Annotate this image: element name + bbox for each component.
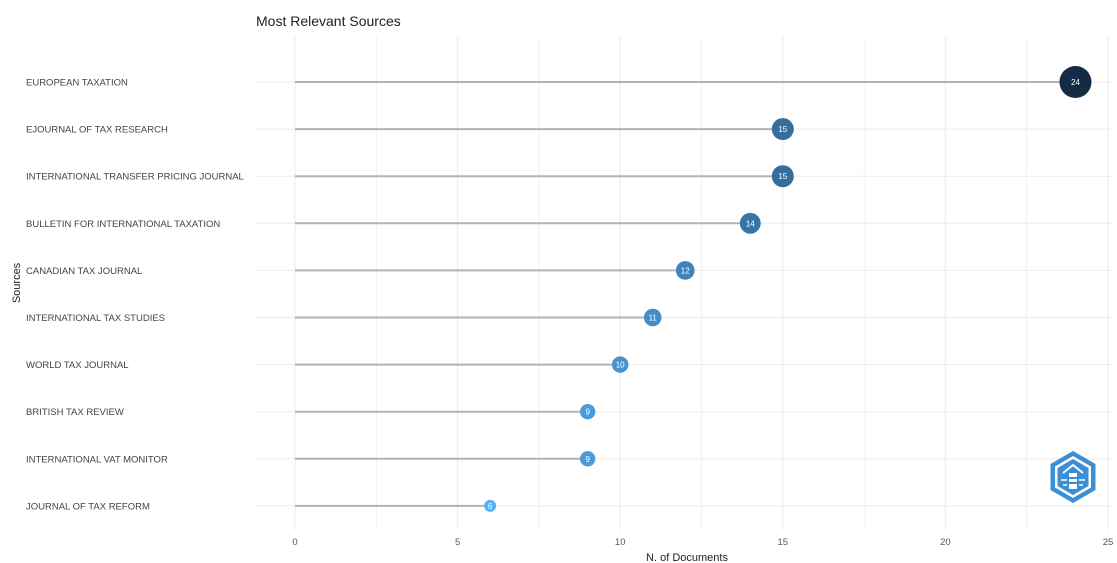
category-label: INTERNATIONAL TRANSFER PRICING JOURNAL <box>26 172 244 183</box>
x-axis-label: N. of Documents <box>646 552 728 563</box>
y-category-labels: EUROPEAN TAXATION EJOURNAL OF TAX RESEARC… <box>26 78 244 513</box>
x-tick-labels: 0 5 10 15 20 25 <box>292 537 1113 548</box>
data-value-label: 10 <box>616 361 625 370</box>
grid-lines <box>256 36 1112 530</box>
lollipop-dot <box>611 356 629 373</box>
lollipop-dot <box>580 451 596 467</box>
category-label: EJOURNAL OF TAX RESEARCH <box>26 125 168 136</box>
lollipop-dot <box>771 165 794 188</box>
data-value-label: 9 <box>585 455 590 464</box>
data-value-label: 6 <box>488 502 493 511</box>
category-label: INTERNATIONAL TAX STUDIES <box>26 313 165 324</box>
category-label: BRITISH TAX REVIEW <box>26 407 124 418</box>
category-label: WORLD TAX JOURNAL <box>26 360 129 371</box>
y-axis-label: Sources <box>11 262 23 303</box>
chart-title: Most Relevant Sources <box>256 13 401 29</box>
data-value-label: 9 <box>585 408 590 417</box>
category-label: CANADIAN TAX JOURNAL <box>26 266 142 277</box>
lollipop-dot <box>675 261 695 280</box>
category-label: JOURNAL OF TAX REFORM <box>26 501 150 512</box>
x-tick-label: 20 <box>940 537 951 548</box>
data-value-label: 15 <box>778 125 787 134</box>
lollipop-dot <box>580 404 596 420</box>
data-marks: 24 15 15 14 12 11 10 9 9 6 <box>295 66 1092 512</box>
lollipop-dot <box>739 212 761 234</box>
lighthouse-logo-icon <box>1050 451 1096 503</box>
lollipop-dot <box>771 118 794 141</box>
x-tick-label: 10 <box>615 537 626 548</box>
x-tick-label: 5 <box>455 537 460 548</box>
data-value-label: 11 <box>649 314 658 323</box>
lollipop-dot <box>643 308 662 327</box>
data-value-label: 15 <box>778 172 787 181</box>
data-value-label: 24 <box>1071 78 1080 87</box>
category-label: EUROPEAN TAXATION <box>26 78 128 89</box>
x-tick-label: 0 <box>292 537 297 548</box>
category-label: INTERNATIONAL VAT MONITOR <box>26 454 168 465</box>
x-tick-label: 25 <box>1103 537 1114 548</box>
category-label: BULLETIN FOR INTERNATIONAL TAXATION <box>26 219 220 230</box>
lollipop-dot <box>484 499 497 512</box>
x-tick-label: 15 <box>778 537 789 548</box>
data-value-label: 12 <box>681 266 690 275</box>
lollipop-dot <box>1059 66 1092 98</box>
data-value-label: 14 <box>746 219 755 228</box>
